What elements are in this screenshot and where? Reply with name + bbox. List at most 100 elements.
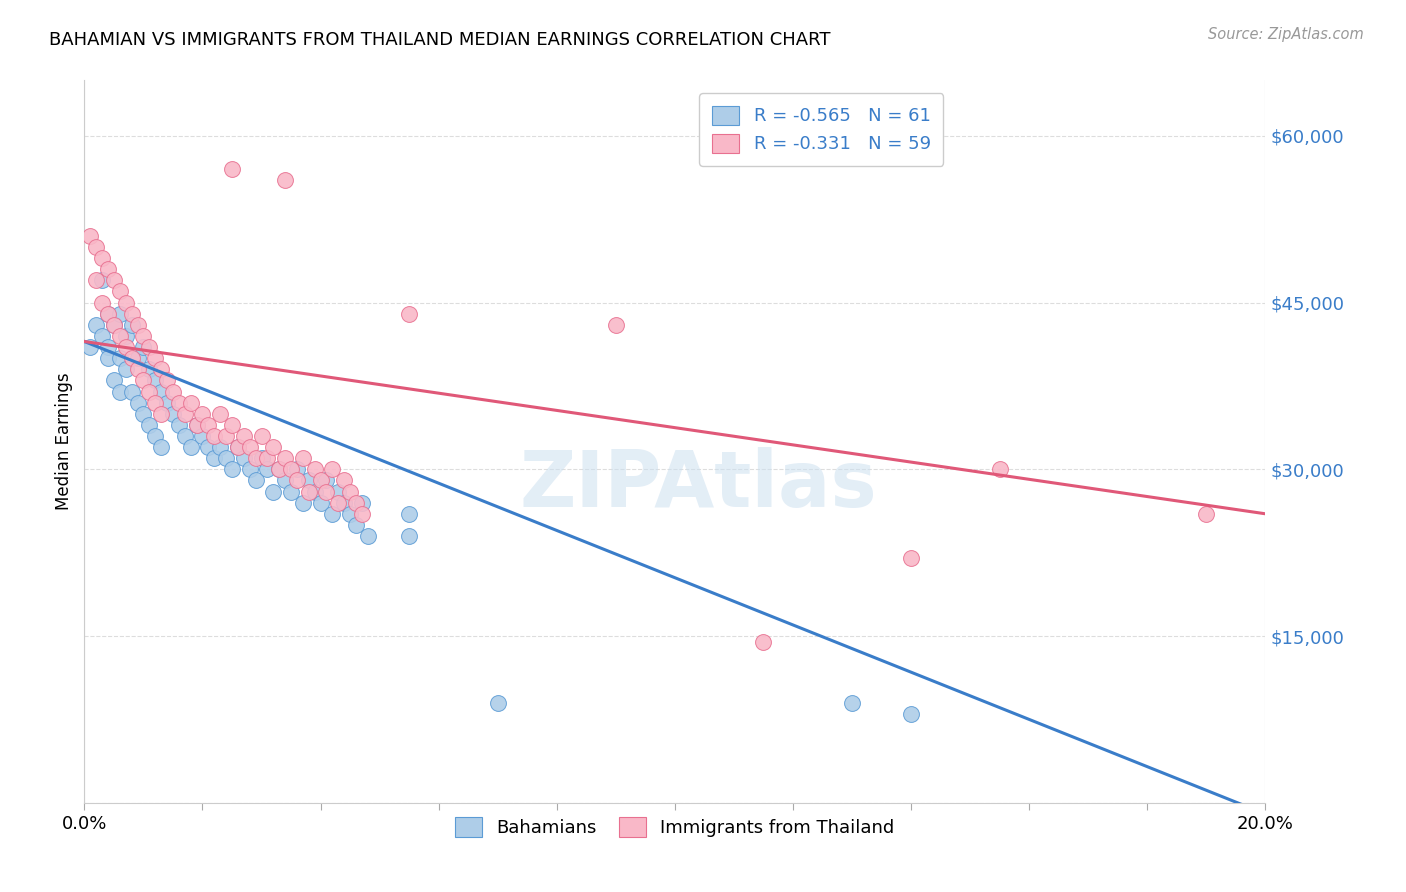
Point [328, 496, 350, 510]
Point [132, 329, 155, 343]
Point [328, 484, 350, 499]
Point [398, 507, 420, 521]
Point [605, 318, 627, 332]
Point [162, 384, 184, 399]
Point [309, 496, 332, 510]
Point [138, 362, 160, 376]
Point [127, 395, 149, 409]
Point [127, 318, 149, 332]
Point [350, 507, 373, 521]
Point [900, 706, 922, 721]
Point [250, 429, 273, 443]
Point [298, 484, 321, 499]
Point [357, 529, 380, 543]
Point [274, 474, 297, 488]
Point [291, 496, 314, 510]
Point [97, 307, 120, 321]
Point [209, 440, 232, 454]
Point [186, 417, 208, 432]
Point [333, 474, 356, 488]
Point [197, 417, 219, 432]
Point [114, 295, 136, 310]
Point [321, 507, 343, 521]
Point [121, 351, 143, 366]
Point [138, 340, 160, 354]
Point [215, 429, 238, 443]
Text: ZIPAtlas: ZIPAtlas [520, 447, 877, 523]
Point [162, 407, 184, 421]
Point [350, 496, 373, 510]
Point [97, 340, 120, 354]
Point [339, 507, 361, 521]
Point [315, 474, 337, 488]
Point [226, 440, 249, 454]
Point [127, 362, 149, 376]
Point [132, 340, 155, 354]
Point [143, 351, 166, 366]
Point [121, 307, 143, 321]
Point [256, 451, 278, 466]
Point [191, 407, 214, 421]
Point [250, 451, 273, 466]
Point [202, 429, 225, 443]
Point [91, 273, 114, 287]
Point [215, 451, 238, 466]
Point [239, 462, 262, 476]
Point [274, 451, 297, 466]
Point [186, 417, 208, 432]
Point [486, 696, 509, 710]
Point [309, 474, 332, 488]
Point [114, 362, 136, 376]
Point [209, 407, 232, 421]
Point [132, 373, 155, 387]
Point [143, 373, 166, 387]
Point [173, 407, 195, 421]
Point [91, 329, 114, 343]
Point [269, 462, 291, 476]
Point [103, 273, 125, 287]
Point [221, 462, 243, 476]
Point [150, 440, 173, 454]
Point [841, 696, 863, 710]
Point [167, 395, 190, 409]
Point [127, 351, 149, 366]
Point [91, 295, 114, 310]
Point [262, 440, 284, 454]
Point [280, 462, 302, 476]
Point [304, 484, 326, 499]
Point [221, 162, 243, 177]
Point [256, 462, 278, 476]
Point [752, 634, 775, 648]
Point [226, 440, 249, 454]
Point [156, 395, 179, 409]
Point [156, 373, 179, 387]
Point [245, 474, 267, 488]
Point [79, 228, 101, 243]
Point [108, 384, 131, 399]
Point [138, 417, 160, 432]
Point [315, 484, 337, 499]
Point [285, 474, 308, 488]
Point [197, 440, 219, 454]
Legend: Bahamians, Immigrants from Thailand: Bahamians, Immigrants from Thailand [444, 806, 905, 848]
Point [103, 318, 125, 332]
Point [988, 462, 1011, 476]
Point [202, 451, 225, 466]
Point [291, 451, 314, 466]
Point [121, 384, 143, 399]
Y-axis label: Median Earnings: Median Earnings [55, 373, 73, 510]
Point [239, 440, 262, 454]
Point [138, 384, 160, 399]
Point [398, 529, 420, 543]
Point [84, 240, 107, 254]
Point [232, 451, 254, 466]
Point [173, 429, 195, 443]
Point [274, 173, 297, 187]
Point [298, 474, 321, 488]
Point [97, 351, 120, 366]
Point [150, 362, 173, 376]
Point [304, 462, 326, 476]
Point [97, 307, 120, 321]
Point [280, 484, 302, 499]
Point [114, 340, 136, 354]
